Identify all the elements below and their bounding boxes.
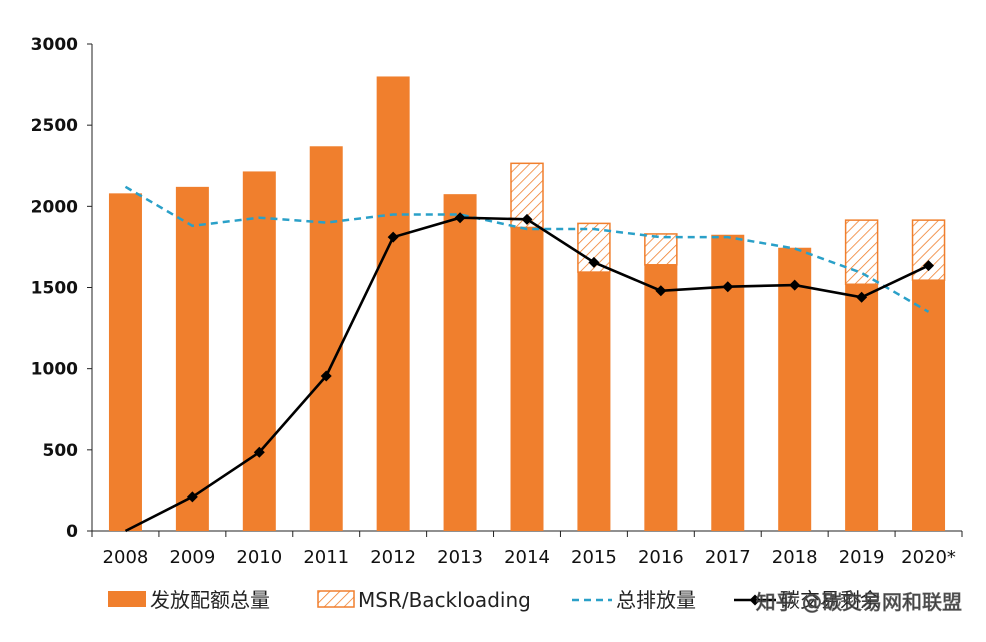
x-tick-label: 2011 [303, 547, 349, 568]
surplus-marker [253, 446, 265, 458]
legend-item-allowance: 发放配额总量 [108, 588, 270, 612]
surplus-marker [923, 260, 935, 272]
legend-label-msr: MSR/Backloading [358, 588, 531, 612]
bar-allowance [778, 247, 812, 531]
x-tick-label: 2015 [571, 547, 617, 568]
surplus-marker [186, 491, 198, 503]
bar-allowance [510, 227, 544, 532]
y-tick-label: 2500 [31, 116, 78, 136]
legend-swatch-msr [317, 590, 355, 608]
x-tick-label: 2014 [504, 547, 550, 568]
surplus-marker [856, 291, 868, 303]
y-tick-label: 500 [43, 441, 79, 461]
surplus-marker [789, 279, 801, 291]
y-tick-labels: 0 500 1000 1500 2000 2500 3000 [31, 35, 78, 542]
x-tick-label: 2008 [103, 547, 149, 568]
y-tick-label: 1000 [31, 360, 78, 380]
legend-item-msr: MSR/Backloading [317, 588, 531, 612]
legend-item-surplus: 碳交易剩余 [734, 588, 880, 612]
surplus-marker [320, 370, 332, 382]
bar-msr-backloading [644, 233, 678, 266]
y-tick-label: 3000 [31, 35, 78, 55]
y-tick-label: 0 [66, 522, 78, 542]
legend-label-surplus: 碳交易剩余 [780, 588, 880, 612]
legend-item-emissions: 总排放量 [572, 588, 696, 612]
surplus-marker [588, 256, 600, 268]
surplus-marker [521, 213, 533, 225]
legend-label-allowance: 发放配额总量 [150, 588, 270, 612]
surplus-marker [655, 285, 667, 297]
y-tick-label: 1500 [31, 279, 78, 299]
x-tick-labels: 2008 2009 2010 2011 2012 2013 2014 2015 2016 2017… [103, 547, 956, 568]
surplus-marker [387, 231, 399, 243]
surplus-marker [454, 212, 466, 224]
surplus-marker [722, 281, 734, 293]
bar-allowance [175, 186, 209, 531]
x-tick-label: 2017 [705, 547, 751, 568]
lines [124, 185, 935, 533]
bar-allowance [912, 280, 946, 531]
x-tick-label: 2009 [169, 547, 215, 568]
x-tick-label: 2016 [638, 547, 684, 568]
legend-label-emissions: 总排放量 [616, 588, 696, 612]
x-tick-label: 2010 [236, 547, 282, 568]
bar-allowance [845, 284, 879, 531]
bar-allowance [577, 272, 611, 531]
x-tick-label: 2012 [370, 547, 416, 568]
legend-marker-surplus [749, 594, 761, 606]
x-tick-label: 2013 [437, 547, 483, 568]
y-tick-label: 2000 [31, 197, 78, 217]
x-tick-label: 2019 [839, 547, 885, 568]
bar-allowance [242, 171, 276, 531]
x-tick-label: 2020* [901, 547, 956, 568]
bar-allowance [443, 194, 477, 532]
x-tick-label: 2018 [772, 547, 818, 568]
watermark: 知乎 @碳交易网和联盟 [756, 590, 962, 614]
series-line-total-emissions [124, 185, 930, 313]
axes [87, 43, 963, 537]
legend-swatch-allowance [108, 591, 146, 607]
bar-msr-backloading [844, 219, 879, 286]
bar-allowance [644, 264, 678, 531]
bars [108, 76, 946, 532]
bar-allowance [108, 193, 142, 531]
bar-allowance [309, 146, 343, 531]
bar-allowance [711, 234, 745, 531]
bar-allowance [376, 76, 410, 531]
